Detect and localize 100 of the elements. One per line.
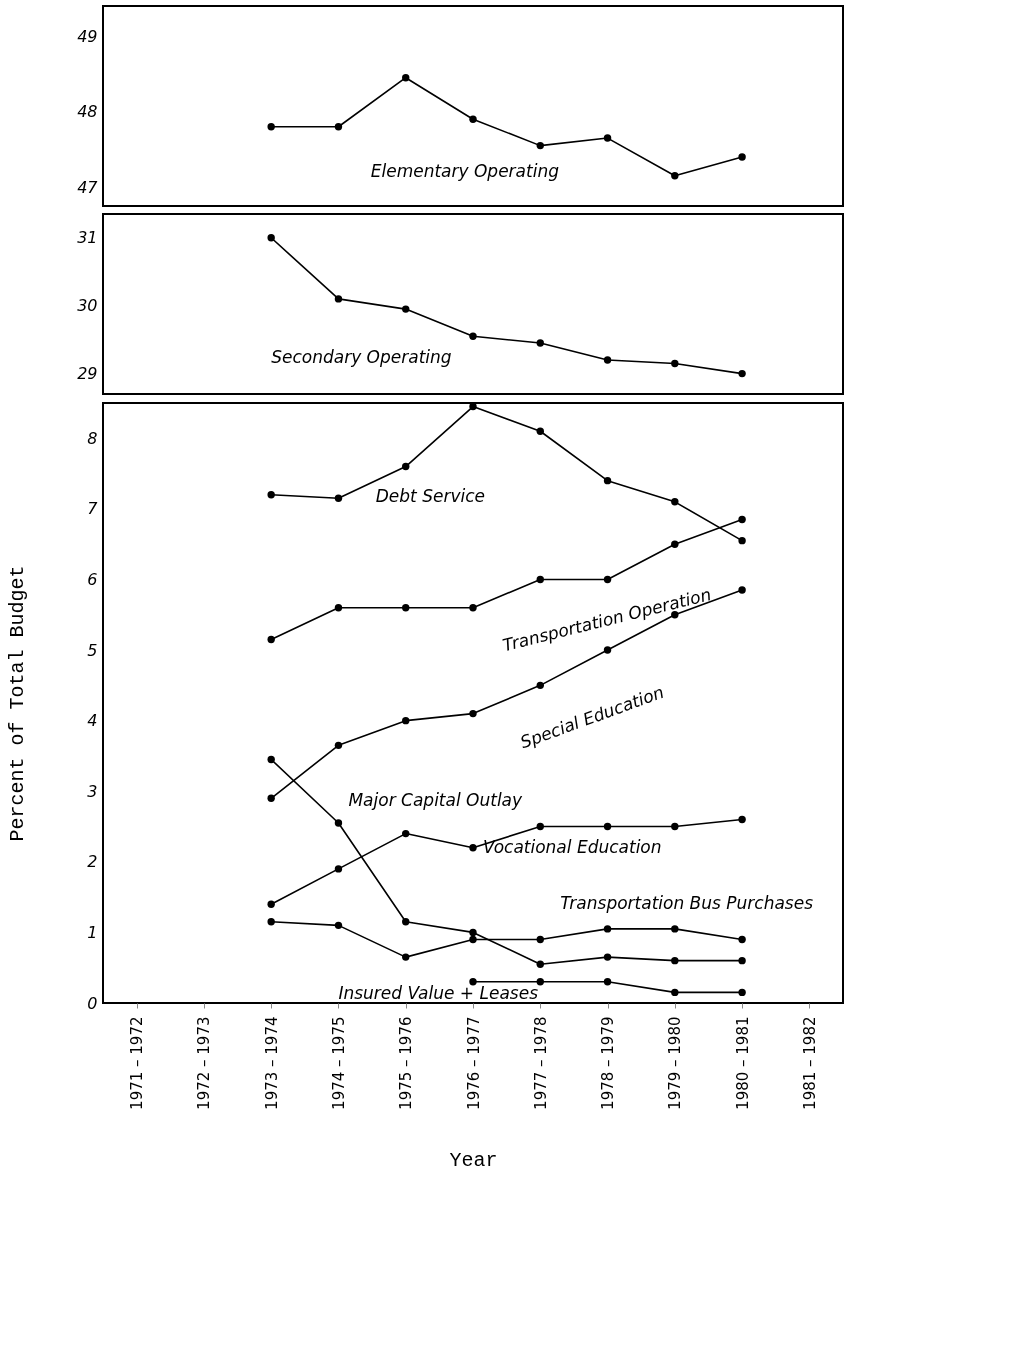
point: [402, 462, 410, 471]
y-tick-label: 49: [77, 26, 98, 46]
point: [738, 369, 746, 378]
point: [671, 540, 679, 548]
point: [671, 822, 679, 831]
x-tick-label: 1980 – 1981: [733, 1016, 752, 1110]
point: [267, 918, 275, 926]
point: [334, 921, 343, 930]
point: [603, 978, 612, 986]
point: [603, 575, 612, 584]
point: [671, 925, 679, 933]
point: [738, 153, 746, 161]
point: [603, 476, 612, 485]
point: [334, 741, 343, 750]
y-tick-label: 30: [77, 296, 98, 316]
x-tick-label: 1977 – 1978: [531, 1016, 550, 1110]
x-tick-label: 1972 – 1973: [195, 1016, 214, 1110]
point: [334, 865, 343, 873]
point: [536, 427, 544, 435]
y-tick-label: 31: [77, 228, 98, 248]
x-tick-label: 1975 – 1976: [397, 1016, 416, 1110]
point: [267, 794, 275, 802]
point: [402, 716, 410, 725]
x-tick-label: 1974 – 1975: [329, 1016, 348, 1110]
point: [402, 918, 410, 926]
series-label: Secondary Operating: [271, 346, 452, 367]
y-tick-label: 0: [87, 993, 98, 1013]
point: [536, 141, 544, 150]
y-tick-label: 2: [87, 852, 98, 872]
y-tick-label: 48: [77, 102, 98, 122]
point: [536, 575, 544, 584]
y-tick-label: 5: [87, 640, 98, 660]
point: [402, 604, 410, 612]
y-tick-label: 6: [87, 569, 98, 589]
point: [402, 953, 410, 961]
point: [603, 925, 612, 933]
point: [738, 586, 746, 594]
point: [469, 935, 477, 944]
point: [469, 928, 477, 937]
point: [267, 755, 275, 764]
point: [267, 234, 275, 242]
point: [469, 709, 477, 718]
point: [334, 494, 343, 502]
point: [267, 123, 275, 131]
point: [536, 935, 544, 944]
point: [334, 123, 343, 131]
point: [536, 339, 544, 347]
point: [671, 498, 679, 506]
x-tick-label: 1973 – 1974: [262, 1016, 281, 1110]
point: [267, 635, 275, 644]
point: [334, 819, 343, 827]
point: [469, 844, 477, 852]
point: [334, 295, 343, 303]
x-tick-label: 1976 – 1977: [464, 1016, 483, 1110]
point: [402, 305, 410, 313]
point: [738, 515, 746, 524]
x-tick-label: 1978 – 1979: [599, 1016, 618, 1110]
point: [469, 604, 477, 612]
point: [469, 332, 477, 340]
point: [402, 74, 410, 82]
point: [671, 359, 679, 368]
y-tick-label: 3: [87, 781, 98, 801]
point: [536, 681, 544, 690]
x-tick-label: 1979 – 1980: [666, 1016, 685, 1110]
point: [267, 900, 275, 908]
series-label: Vocational Education: [483, 836, 662, 857]
y-tick-label: 8: [87, 428, 98, 448]
point: [603, 822, 612, 831]
y-tick-label: 4: [87, 711, 98, 731]
point: [536, 822, 544, 831]
point: [738, 935, 746, 944]
y-tick-label: 7: [87, 499, 99, 519]
series-label: Insured Value + Leases: [338, 982, 539, 1003]
point: [671, 988, 679, 997]
point: [738, 536, 746, 545]
point: [738, 815, 746, 824]
point: [536, 960, 544, 968]
x-tick-label: 1981 – 1982: [800, 1016, 819, 1110]
point: [469, 115, 477, 123]
point: [334, 604, 343, 612]
y-tick-label: 47: [77, 177, 99, 197]
point: [267, 491, 275, 499]
point: [671, 956, 679, 965]
point: [738, 956, 746, 965]
series-label: Transportation Bus Purchases: [560, 893, 814, 914]
y-tick-label: 29: [77, 364, 98, 384]
series-label: Elementary Operating: [370, 160, 560, 181]
point: [603, 953, 612, 961]
point: [469, 978, 477, 986]
y-axis-title: Percent of Total Budget: [6, 565, 30, 842]
series-label: Debt Service: [375, 485, 485, 506]
y-tick-label: 1: [87, 922, 98, 942]
point: [603, 134, 612, 142]
series-label: Major Capital Outlay: [348, 790, 524, 810]
point: [536, 978, 544, 986]
point: [738, 988, 746, 997]
x-tick-label: 1971 – 1972: [128, 1016, 147, 1110]
point: [671, 172, 679, 180]
point: [603, 356, 612, 364]
x-axis-title: Year: [449, 1148, 498, 1172]
